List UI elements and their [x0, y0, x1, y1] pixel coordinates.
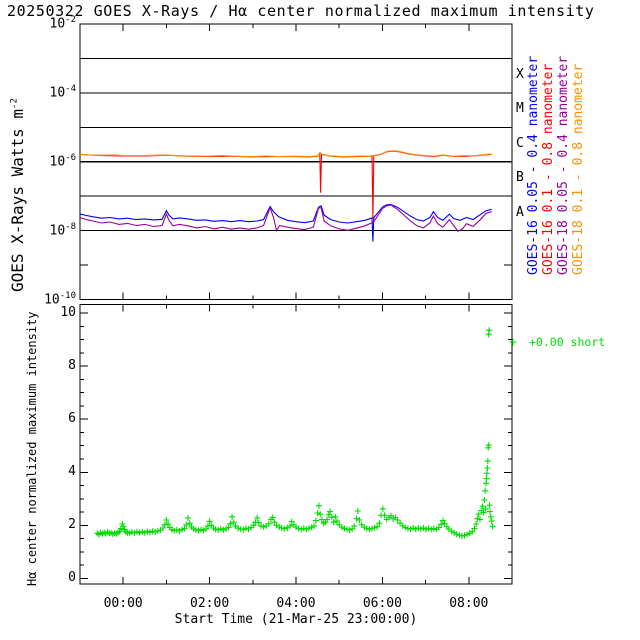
- flare-class-letter-b: B: [516, 170, 524, 185]
- x-tick-label: 00:00: [103, 596, 143, 611]
- lower-y-tick-label: 6: [68, 411, 76, 427]
- legend-goes18-short: GOES-18 0.05 - 0.4 nanometer: [556, 55, 571, 275]
- lower-y-tick-label: 2: [68, 517, 76, 533]
- upper-y-axis-label-exponent: -2: [9, 98, 20, 109]
- upper-y-ticks: [80, 57, 512, 266]
- x-tick-label: 06:00: [362, 596, 402, 611]
- halpha-legend-plus-marker: +: [509, 335, 517, 350]
- legend-goes16-long: GOES-16 0.1 - 0.8 nanometer: [541, 63, 556, 275]
- upper-y-tick-label: 10-6: [49, 152, 77, 170]
- upper-y-axis-label-text: GOES X-Rays Watts m: [8, 108, 27, 292]
- upper-y-tick-label: 10-10: [44, 290, 76, 307]
- upper-y-axis-label: GOES X-Rays Watts m-2: [8, 98, 27, 292]
- lower-y-tick-label: 8: [68, 358, 76, 374]
- lower-y-tick-label: 10: [60, 304, 76, 320]
- upper-gridlines: [80, 57, 512, 232]
- lower-y-axis-label: Hα center normalized maximum intensity: [25, 311, 39, 586]
- flare-class-letter-c: C: [516, 136, 524, 151]
- upper-y-tick-label: 10-2: [49, 15, 77, 32]
- lower-y-ticks: [80, 312, 512, 579]
- x-tick-label: 02:00: [190, 596, 230, 611]
- halpha-scatter-points: [94, 327, 496, 539]
- x-axis-label: Start Time (21-Mar-25 23:00:00): [174, 612, 418, 627]
- lower-y-tick-label: 0: [68, 570, 76, 586]
- lower-y-tick-label: 4: [68, 464, 76, 480]
- xray-curve-3: [79, 150, 492, 158]
- upper-y-tick-label: 10-4: [49, 83, 77, 101]
- halpha-legend-label: +0.00 short: [529, 335, 606, 349]
- x-tick-label: 08:00: [449, 596, 489, 611]
- legend-goes18-long: GOES-18 0.1 - 0.8 nanometer: [571, 63, 586, 275]
- flare-class-letter-x: X: [516, 67, 524, 82]
- flare-class-letter-a: A: [516, 205, 524, 220]
- xray-curve-2: [79, 204, 492, 233]
- plot-borders: [79, 23, 513, 585]
- legend-goes16-short: GOES-16 0.05 - 0.4 nanometer: [526, 55, 541, 275]
- x-tick-label: 04:00: [276, 596, 316, 611]
- x-axis-ticks: [122, 24, 470, 584]
- upper-y-tick-label: 10-8: [49, 221, 77, 238]
- chart-title: 20250322 GOES X-Rays / Hα center normali…: [7, 2, 595, 20]
- xray-curve-0: [79, 203, 492, 242]
- flare-class-letter-m: M: [516, 101, 524, 116]
